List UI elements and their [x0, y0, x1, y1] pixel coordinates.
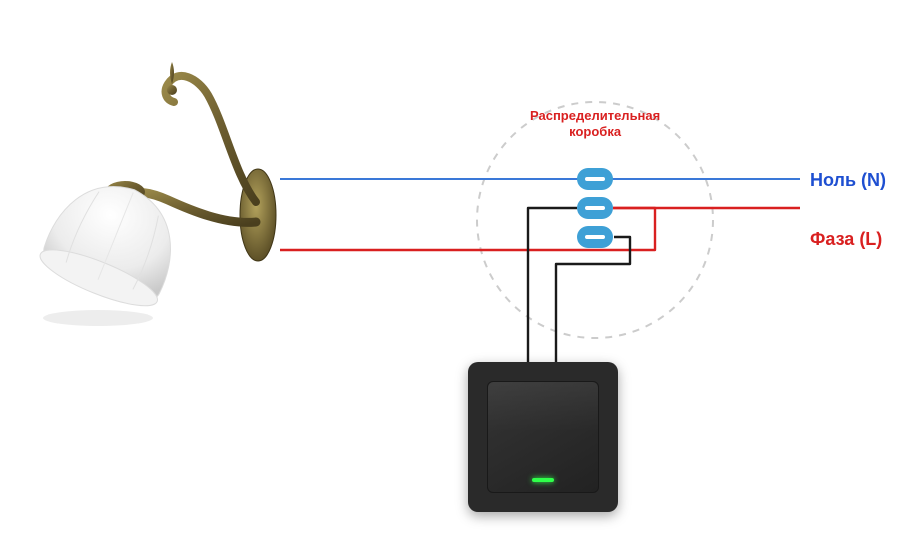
junction-box-label-line1: Распределительная	[530, 108, 660, 123]
switch-indicator-led	[532, 478, 554, 482]
phase-terminal	[577, 197, 613, 219]
diagram-canvas: Распределительная коробка Ноль (N) Фаза …	[0, 0, 915, 555]
wiring-svg	[0, 0, 915, 555]
switch-terminal	[577, 226, 613, 248]
wall-switch[interactable]	[468, 362, 618, 512]
wall-sconce-lamp	[34, 62, 276, 326]
junction-box-label: Распределительная коробка	[530, 108, 660, 139]
lamp-shadow	[43, 310, 153, 326]
switch-rocker[interactable]	[487, 381, 599, 493]
switch-in-wire	[528, 208, 577, 363]
phase-label: Фаза (L)	[810, 229, 882, 250]
junction-box-label-line2: коробка	[569, 124, 621, 139]
neutral-label: Ноль (N)	[810, 170, 886, 191]
finial	[167, 85, 177, 95]
sconce-arm	[166, 76, 256, 202]
switch-out-wire	[556, 237, 630, 363]
neutral-terminal	[577, 168, 613, 190]
